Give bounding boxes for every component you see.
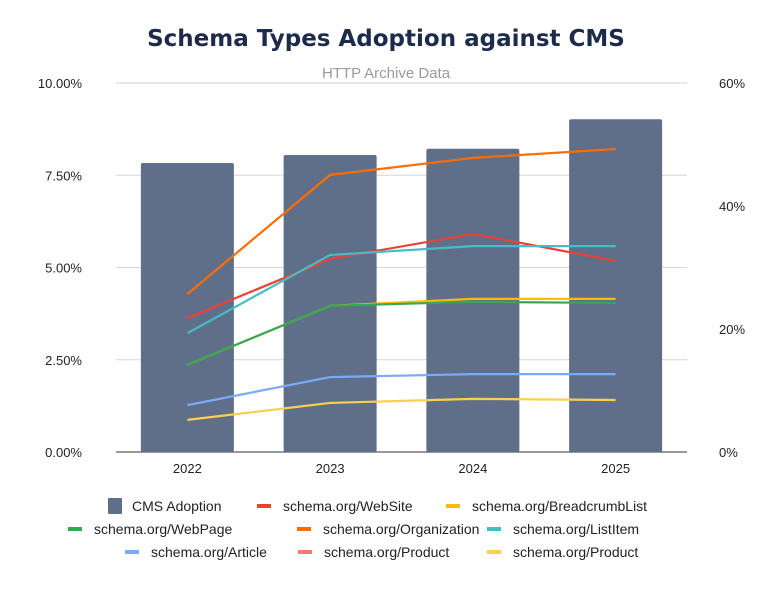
legend-swatch [68, 527, 82, 531]
legend-swatch [298, 550, 312, 554]
legend-label: schema.org/ListItem [513, 521, 639, 537]
left-axis-tick-label: 10.00% [38, 76, 83, 91]
legend-label: schema.org/Article [151, 544, 267, 560]
legend-label: schema.org/WebSite [283, 498, 413, 514]
line-schema-org-listitem [186, 244, 616, 335]
bar-cms-adoption [426, 148, 520, 452]
legend-swatch [446, 504, 460, 508]
right-axis-tick-label: 0% [719, 445, 738, 460]
x-axis-tick-label: 2025 [601, 461, 630, 476]
line-schema-org-organization [186, 147, 616, 295]
line-schema-org-article [187, 373, 616, 407]
legend-label: schema.org/WebPage [94, 521, 232, 537]
bar-cms-adoption [569, 119, 663, 452]
legend-label: schema.org/BreadcrumbList [472, 498, 647, 514]
legend-swatch [297, 527, 311, 531]
line-schema-org-website [186, 232, 616, 320]
right-axis-tick-label: 20% [719, 322, 745, 337]
left-axis-tick-label: 2.50% [45, 353, 82, 368]
legend-swatch [487, 550, 501, 554]
chart-title: Schema Types Adoption against CMS [147, 26, 625, 52]
chart-subtitle: HTTP Archive Data [322, 65, 451, 82]
line-schema-org-webpage [186, 300, 616, 366]
right-axis-tick-label: 60% [719, 76, 745, 91]
x-axis-tick-label: 2022 [173, 461, 202, 476]
bar-cms-adoption [140, 162, 234, 452]
legend-swatch [487, 527, 501, 531]
line-schema-org-product [187, 397, 616, 421]
right-axis-tick-label: 40% [719, 199, 745, 214]
left-axis-tick-label: 0.00% [45, 445, 82, 460]
left-axis-tick-label: 7.50% [45, 168, 82, 183]
legend-label: schema.org/Product [513, 544, 638, 560]
legend-label: schema.org/Organization [323, 521, 479, 537]
bar-cms-adoption [283, 154, 377, 452]
legend-swatch [257, 504, 271, 508]
x-axis-tick-label: 2024 [458, 461, 487, 476]
legend-swatch [108, 498, 122, 514]
legend-label: CMS Adoption [132, 498, 222, 514]
legend-swatch [125, 550, 139, 554]
line-schema-org-breadcrumblist [186, 297, 616, 366]
left-axis-tick-label: 5.00% [45, 261, 82, 276]
x-axis-tick-label: 2023 [316, 461, 345, 476]
legend-label: schema.org/Product [324, 544, 449, 560]
